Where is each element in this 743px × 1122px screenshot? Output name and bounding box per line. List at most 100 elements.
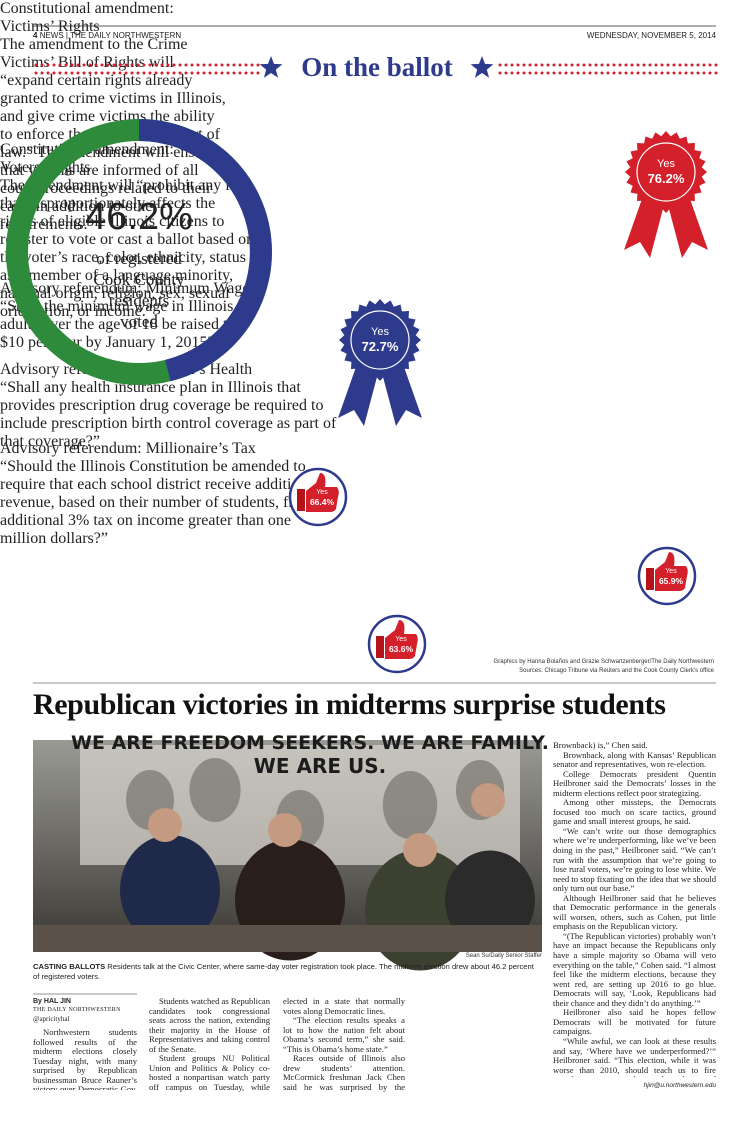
banner-dot <box>148 63 152 67</box>
face <box>382 771 438 839</box>
banner-dot <box>202 71 206 75</box>
banner-dot <box>106 63 110 67</box>
paragraph: Races outside of Illinois also drew stud… <box>283 1053 405 1092</box>
banner-dot <box>618 71 622 75</box>
banner-dot <box>624 63 628 67</box>
banner-dot <box>504 63 508 67</box>
answer: Yes <box>657 158 675 170</box>
banner-dot <box>256 71 260 75</box>
credits: Graphics by Hanna Bolaños and Grazie Sch… <box>300 658 714 676</box>
photo: WE ARE FREEDOM SEEKERS. WE ARE FAMILY.WE… <box>33 732 549 971</box>
turnout-caption: of registered Cook County residents voted <box>59 248 219 332</box>
banner-dot <box>166 71 170 75</box>
banner-dot <box>76 63 80 67</box>
banner-dot <box>606 63 610 67</box>
answer: Yes <box>316 489 328 496</box>
banner-dot <box>82 71 86 75</box>
banner-dot <box>576 71 580 75</box>
thumb <box>385 620 418 659</box>
face <box>189 758 241 822</box>
body-column: Students watched as Republican candidate… <box>149 997 270 1092</box>
banner-dot <box>714 63 718 67</box>
banner-dot <box>238 63 242 67</box>
caption-text: Residents talk at the Civic Center, wher… <box>33 962 534 981</box>
measure-title: Constitutional amendment: Victims’ Rights <box>0 0 226 36</box>
turnout-value: 46.2% <box>85 196 193 238</box>
banner-dot <box>522 71 526 75</box>
banner-dot <box>594 63 598 67</box>
banner-dot <box>546 63 550 67</box>
banner-dot <box>570 71 574 75</box>
banner-dot <box>154 63 158 67</box>
banner-dot <box>244 71 248 75</box>
banner-dot <box>142 71 146 75</box>
banner-dot <box>208 63 212 67</box>
banner-dot <box>630 63 634 67</box>
banner-dot <box>112 71 116 75</box>
banner-dot <box>510 63 514 67</box>
banner-dot <box>124 71 128 75</box>
banner-dot <box>678 71 682 75</box>
banner-dot <box>702 71 706 75</box>
banner-dot <box>570 63 574 67</box>
banner-dot <box>226 71 230 75</box>
paragraph: elected in a state that normally votes a… <box>283 997 405 1016</box>
banner-dot <box>106 71 110 75</box>
banner-dot <box>100 71 104 75</box>
thumb <box>306 473 339 512</box>
banner-dot <box>576 63 580 67</box>
banner-dot <box>564 71 568 75</box>
author: By HAL JIN <box>33 998 71 1005</box>
banner-dot <box>178 63 182 67</box>
banner-dot <box>636 63 640 67</box>
title-line: Victims’ Rights <box>0 18 100 35</box>
banner-dot <box>534 71 538 75</box>
banner-dot <box>250 71 254 75</box>
banner-dot <box>600 71 604 75</box>
banner-dot <box>624 71 628 75</box>
banner-dot <box>528 71 532 75</box>
banner-dot <box>172 71 176 75</box>
section: NEWS | THE DAILY NORTHWESTERN <box>39 31 182 40</box>
banner-star <box>259 56 283 78</box>
page-header: 4 NEWS | THE DAILY NORTHWESTERN <box>33 31 181 40</box>
banner-dot <box>534 63 538 67</box>
banner-dot <box>582 71 586 75</box>
measure-title: Advisory referendum: Millionaire’s Tax <box>0 440 334 458</box>
result: 65.9% <box>659 576 684 586</box>
banner-dot <box>40 63 44 67</box>
banner-dot <box>552 71 556 75</box>
body-column: Brownback) is,” Chen said. Brownback, alo… <box>553 741 716 1077</box>
paragraph: Brownback, along with Kansas’ Republican… <box>553 749 716 770</box>
banner-dot <box>612 71 616 75</box>
banner-dot <box>76 71 80 75</box>
banner-dot <box>708 71 712 75</box>
banner-dot <box>148 71 152 75</box>
banner-dot <box>696 71 700 75</box>
banner-dot <box>166 63 170 67</box>
body-column: elected in a state that normally votes a… <box>283 997 405 1092</box>
banner-dot <box>208 71 212 75</box>
paragraph: Students watched as Republican candidate… <box>149 997 270 1054</box>
paragraph: College Democrats president Quentin Heil… <box>553 768 716 798</box>
banner-dot <box>648 71 652 75</box>
banner-dot <box>600 63 604 67</box>
sign-text: WE ARE FREEDOM SEEKERS. WE ARE FAMILY. <box>71 732 549 754</box>
banner-dot <box>702 63 706 67</box>
banner-dot <box>214 63 218 67</box>
paragraph: Heilbroner also said he hopes fellow Dem… <box>553 1007 716 1037</box>
banner-dot <box>232 71 236 75</box>
banner-dot <box>190 71 194 75</box>
banner-dot <box>666 71 670 75</box>
head <box>148 808 182 842</box>
banner-dot <box>88 71 92 75</box>
byline: By HAL JIN THE DAILY NORTHWESTERN @apric… <box>33 997 137 1024</box>
banner-dot <box>636 71 640 75</box>
paragraph: “While awful, we can look at these resul… <box>553 1035 716 1077</box>
person <box>120 835 220 945</box>
banner-dot <box>52 63 56 67</box>
